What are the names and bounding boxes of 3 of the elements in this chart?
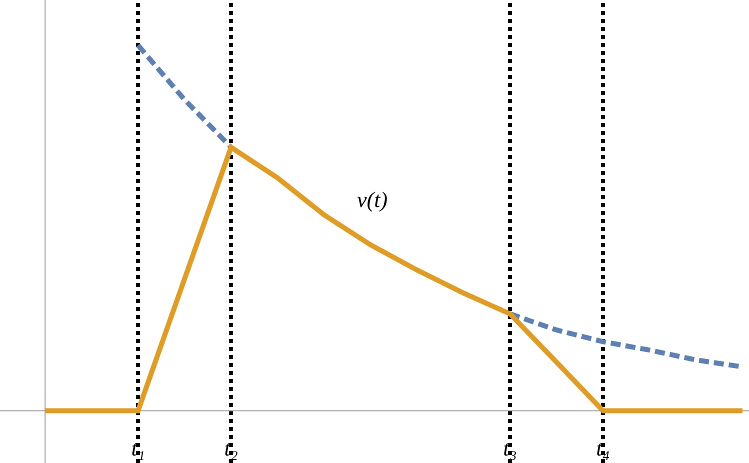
x-tick-label: t₁ — [131, 436, 145, 461]
x-tick-label: t₄ — [596, 436, 610, 461]
annotation: v(t) — [357, 187, 388, 212]
